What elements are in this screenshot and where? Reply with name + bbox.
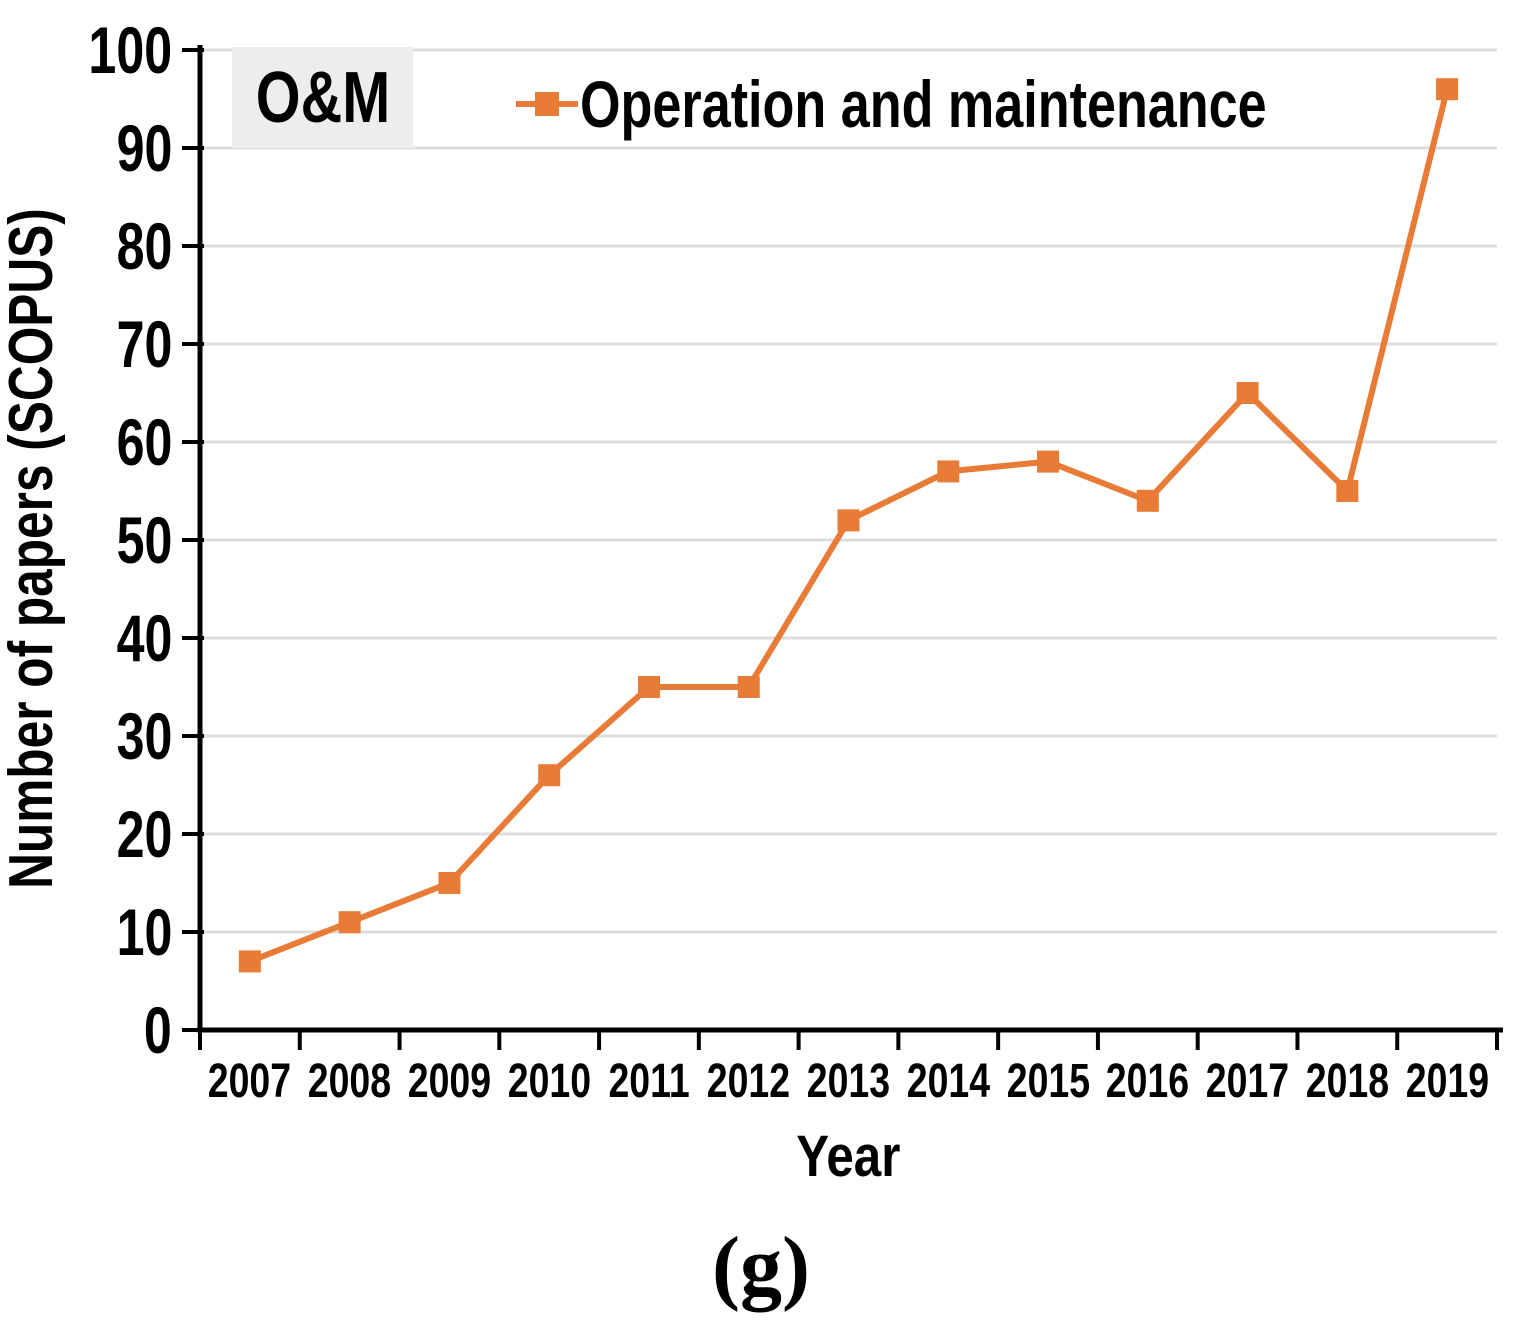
x-tick-label-2015: 2015	[978, 1058, 1118, 1106]
x-tick-label-2012: 2012	[679, 1058, 819, 1106]
y-tick-label-text: 100	[88, 13, 172, 87]
y-tick-label-80: 80	[0, 213, 172, 279]
y-tick-label-text: 50	[116, 503, 172, 577]
data-point-2019	[1436, 78, 1459, 101]
x-tick-label-2017: 2017	[1178, 1058, 1318, 1106]
x-tick-label-text: 2017	[1205, 1055, 1290, 1108]
x-tick-label-2014: 2014	[878, 1058, 1018, 1106]
data-point-2008	[338, 911, 361, 934]
x-tick-label-2016: 2016	[1078, 1058, 1218, 1106]
legend-square-marker	[535, 92, 559, 116]
y-tick-label-text: 0	[144, 993, 172, 1067]
data-point-2011	[637, 676, 660, 698]
x-tick-label-text: 2008	[307, 1055, 392, 1108]
y-tick-label-60: 60	[0, 409, 172, 475]
y-tick-label-text: 10	[116, 895, 172, 969]
legend-line-marker-icon	[516, 66, 578, 142]
y-tick-label-50: 50	[0, 507, 172, 573]
y-tick-label-text: 70	[116, 307, 172, 381]
x-tick-label-2009: 2009	[379, 1058, 519, 1106]
x-tick-label-text: 2015	[1006, 1055, 1090, 1108]
y-tick-label-text: 80	[116, 209, 172, 283]
data-point-2018	[1336, 480, 1359, 502]
data-point-2007	[238, 950, 261, 973]
data-point-2015	[1037, 450, 1060, 473]
x-tick-label-2011: 2011	[579, 1058, 719, 1106]
data-point-2017	[1236, 382, 1259, 404]
x-tick-label-text: 2013	[806, 1055, 891, 1108]
x-tick-label-2010: 2010	[479, 1058, 619, 1106]
x-tick-label-text: 2018	[1305, 1055, 1389, 1108]
x-tick-label-text: 2007	[208, 1055, 292, 1108]
data-point-2010	[538, 764, 561, 787]
x-tick-label-text: 2010	[507, 1055, 591, 1108]
data-point-2016	[1136, 489, 1159, 512]
y-tick-label-text: 60	[116, 405, 172, 479]
y-tick-label-90: 90	[0, 115, 172, 181]
figure-caption: (g)	[712, 1220, 810, 1313]
x-tick-label-2007: 2007	[180, 1058, 320, 1106]
y-tick-label-40: 40	[0, 605, 172, 671]
y-tick-label-text: 20	[116, 797, 172, 871]
data-point-2009	[438, 872, 461, 894]
x-tick-label-text: 2016	[1106, 1055, 1190, 1108]
x-tick-label-2008: 2008	[280, 1058, 420, 1106]
y-tick-label-20: 20	[0, 801, 172, 867]
y-tick-label-text: 30	[116, 699, 172, 773]
panel-label-box: O&M	[232, 47, 413, 148]
x-tick-label-2018: 2018	[1277, 1058, 1417, 1106]
legend-label: Operation and maintenance	[580, 67, 1267, 141]
y-tick-label-30: 30	[0, 703, 172, 769]
x-axis-title: Year	[795, 1124, 901, 1189]
x-tick-label-text: 2014	[906, 1055, 990, 1108]
data-point-2012	[737, 676, 760, 698]
y-tick-label-text: 40	[116, 601, 172, 675]
y-tick-label-10: 10	[0, 899, 172, 965]
x-tick-label-text: 2009	[407, 1055, 492, 1108]
x-tick-label-text: 2019	[1405, 1055, 1489, 1108]
panel-label: O&M	[255, 57, 390, 138]
data-point-2013	[837, 509, 860, 532]
y-tick-label-text: 90	[116, 111, 172, 185]
x-tick-label-text: 2012	[707, 1055, 791, 1108]
data-point-2014	[937, 460, 960, 483]
x-tick-label-text: 2011	[608, 1055, 690, 1108]
y-tick-label-100: 100	[0, 17, 172, 83]
y-tick-label-70: 70	[0, 311, 172, 377]
y-tick-label-0: 0	[0, 997, 172, 1063]
x-tick-label-2013: 2013	[779, 1058, 919, 1106]
x-tick-label-2019: 2019	[1377, 1058, 1517, 1106]
legend: Operation and maintenance	[516, 66, 1449, 142]
